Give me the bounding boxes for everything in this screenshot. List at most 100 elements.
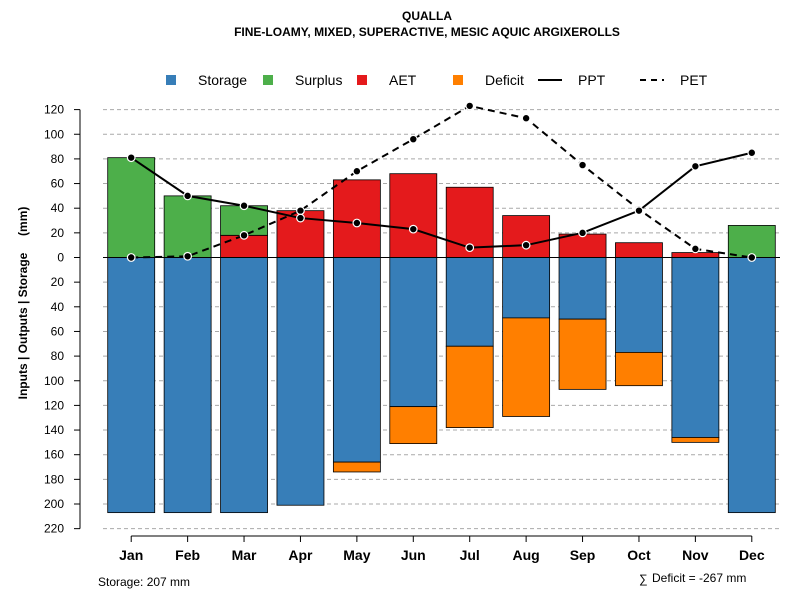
legend-label-deficit: Deficit [485, 72, 524, 88]
y-axis: 2202001801601401201008060402002040608010… [44, 103, 81, 536]
ppt-point-jul [465, 243, 475, 253]
storage-bar-jun [389, 257, 438, 408]
y-tick-label-14: 60 [51, 177, 65, 191]
pet-point-feb [183, 251, 193, 261]
ppt-point-dec [747, 148, 757, 158]
pet-point-nov [690, 244, 700, 254]
pet-point-sep [578, 160, 587, 170]
y-axis-label: Inputs | Outputs | Storage (mm) [16, 207, 30, 400]
legend-swatch-surplus [263, 75, 273, 85]
aet-bar-sep [558, 233, 607, 258]
y-tick-label-8: 60 [51, 324, 65, 338]
aet-bar-oct [615, 242, 663, 258]
x-tick-label-jul: Jul [460, 547, 480, 563]
deficit-bar-jul [445, 345, 494, 428]
aet-bar-jun [389, 173, 438, 258]
legend-label-surplus: Surplus [295, 72, 342, 88]
storage-bar-sep [558, 257, 607, 320]
y-tick-label-1: 200 [44, 497, 64, 511]
x-tick-label-jan: Jan [119, 547, 143, 563]
legend-swatch-deficit [453, 75, 463, 85]
deficit-bar-oct [615, 352, 663, 387]
ppt-point-may [352, 218, 362, 228]
x-tick-label-nov: Nov [682, 547, 709, 563]
ppt-point-aug [521, 240, 531, 250]
legend-label-ppt: PPT [578, 72, 606, 88]
y-tick-label-4: 140 [44, 423, 64, 437]
y-tick-label-12: 20 [51, 226, 65, 240]
deficit-footnote: Deficit = -267 mm [652, 571, 746, 585]
deficit-bar-aug [502, 317, 551, 417]
y-tick-label-3: 160 [44, 448, 64, 462]
y-tick-label-5: 120 [44, 398, 64, 412]
x-tick-label-feb: Feb [175, 547, 200, 563]
y-tick-label-15: 80 [51, 152, 65, 166]
pet-point-mar [239, 230, 249, 240]
y-tick-label-9: 40 [51, 300, 65, 314]
pet-point-jul [465, 101, 475, 111]
pet-point-jan [126, 253, 136, 262]
y-tick-label-6: 100 [44, 374, 64, 388]
x-tick-label-mar: Mar [232, 547, 257, 563]
ppt-point-feb [183, 191, 193, 201]
x-axis: Jan Feb Mar Apr May Jun Jul Aug Sep Oct Nov Dec [119, 535, 765, 563]
legend-swatch-storage [166, 75, 176, 85]
y-tick-label-7: 80 [51, 349, 65, 363]
storage-bar-jul [445, 257, 494, 347]
storage-bar-dec [727, 257, 776, 514]
deficit-bar-sep [558, 318, 607, 390]
x-tick-label-jun: Jun [401, 547, 426, 563]
legend-swatch-aet [357, 75, 367, 85]
storage-bar-apr [276, 257, 325, 506]
legend-label-storage: Storage [198, 72, 247, 88]
pet-line [131, 104, 752, 259]
x-tick-label-sep: Sep [570, 547, 596, 563]
legend-label-pet: PET [680, 72, 708, 88]
chart-subtitle: FINE-LOAMY, MIXED, SUPERACTIVE, MESIC AQ… [234, 25, 620, 39]
storage-bar-feb [163, 257, 212, 514]
x-tick-label-may: May [343, 547, 370, 563]
pet-point-dec [747, 253, 757, 262]
pet-point-apr [296, 206, 305, 216]
y-tick-label-2: 180 [44, 472, 64, 486]
storage-bar-nov [671, 257, 720, 438]
pet-point-jun [408, 134, 418, 144]
ppt-point-sep [578, 228, 587, 238]
chart-title: QUALLA [402, 9, 452, 23]
y-tick-label-11: 0 [57, 251, 64, 265]
sum-symbol: ∑ [639, 572, 648, 586]
y-tick-label-10: 20 [51, 275, 65, 289]
surplus-bar-dec [727, 225, 776, 258]
storage-bar-may [332, 257, 381, 463]
legend: Storage Surplus AET Deficit PPT PET [166, 72, 708, 88]
y-tick-label-17: 120 [44, 103, 64, 117]
x-tick-label-apr: Apr [288, 547, 313, 563]
storage-bar-jan [107, 257, 156, 514]
bars-group [107, 157, 776, 514]
surplus-bar-feb [163, 195, 212, 258]
deficit-bar-nov [671, 437, 720, 443]
deficit-bar-may [332, 461, 381, 473]
ppt-point-nov [690, 161, 700, 171]
storage-footnote: Storage: 207 mm [98, 575, 190, 589]
ppt-point-mar [239, 201, 249, 211]
y-tick-label-16: 100 [44, 127, 64, 141]
ppt-point-jan [126, 153, 136, 163]
ppt-point-oct [634, 206, 644, 216]
lines-group [126, 101, 757, 262]
aet-bar-nov [671, 252, 720, 258]
storage-bar-oct [615, 257, 663, 353]
ppt-point-apr [296, 213, 305, 223]
storage-bar-aug [502, 257, 551, 319]
pet-point-aug [521, 113, 531, 123]
aet-bar-aug [502, 215, 551, 258]
pet-point-may [352, 166, 362, 176]
x-tick-label-oct: Oct [627, 547, 651, 563]
ppt-point-jun [408, 224, 418, 234]
grid-lines [103, 109, 780, 530]
ppt-line [130, 151, 753, 249]
deficit-bar-jun [389, 406, 438, 445]
y-tick-label-0: 220 [44, 522, 64, 536]
legend-label-aet: AET [389, 72, 417, 88]
